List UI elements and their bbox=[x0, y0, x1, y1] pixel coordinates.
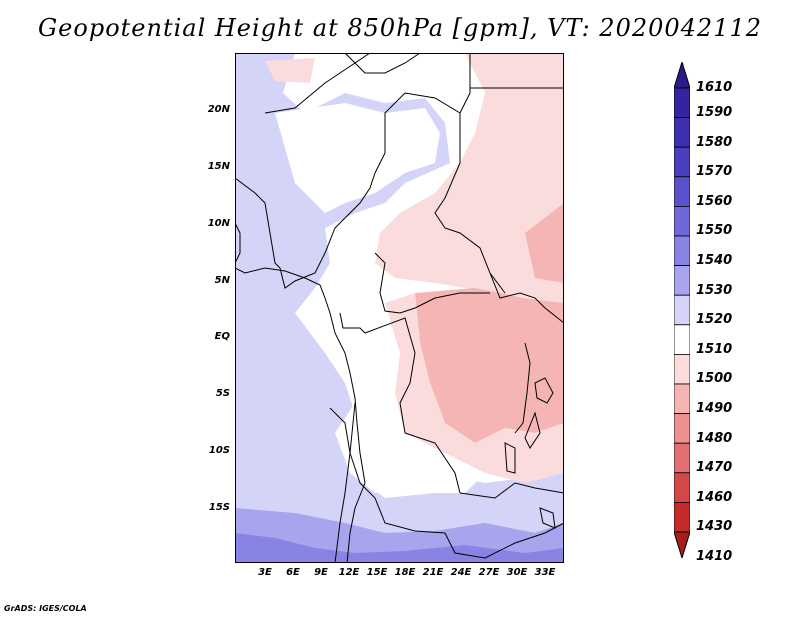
colorbar-label: 1510 bbox=[696, 341, 733, 357]
lat-label-10s: 10S bbox=[208, 445, 230, 456]
lat-label-15s: 15S bbox=[208, 502, 230, 513]
lon-label-33e: 33E bbox=[534, 567, 556, 578]
grads-credit: GrADS: IGES/COLA bbox=[4, 604, 87, 613]
map-frame bbox=[235, 53, 564, 563]
colorbar-box bbox=[674, 501, 690, 533]
colorbar-label: 1490 bbox=[696, 401, 733, 416]
colorbar-box bbox=[674, 442, 690, 474]
lon-label-9e: 9E bbox=[314, 567, 328, 578]
colorbar-label: 1430 bbox=[696, 519, 733, 535]
colorbar-label: 1550 bbox=[696, 223, 733, 239]
country-borders bbox=[235, 53, 564, 563]
colorbar-bottom-triangle bbox=[674, 531, 690, 558]
colorbar bbox=[674, 62, 690, 558]
colorbar-label: 1610 bbox=[696, 80, 733, 95]
lon-label-24e: 24E bbox=[450, 567, 472, 578]
lat-label-5s: 5S bbox=[215, 388, 230, 399]
colorbar-label: 1580 bbox=[696, 134, 733, 150]
region-sudan-chad bbox=[375, 53, 564, 303]
colorbar-box bbox=[674, 353, 690, 385]
colorbar-top-triangle bbox=[674, 62, 690, 89]
colorbar-label: 1520 bbox=[696, 312, 733, 328]
colorbar-label: 1570 bbox=[696, 164, 733, 180]
colorbar-label: 1480 bbox=[696, 430, 733, 446]
region-central-sahara bbox=[275, 103, 440, 213]
region-congo-basin bbox=[415, 288, 564, 443]
colorbar-box bbox=[674, 235, 690, 267]
region-south-atlantic-south bbox=[235, 533, 564, 563]
colorbar-box bbox=[674, 87, 690, 119]
lon-label-21e: 21E bbox=[422, 567, 444, 578]
colorbar-label: 1590 bbox=[696, 105, 733, 120]
lon-label-3e: 3E bbox=[258, 567, 272, 578]
lat-label-20n: 20N bbox=[207, 104, 230, 115]
lon-label-18e: 18E bbox=[394, 567, 416, 578]
lakes bbox=[504, 342, 556, 529]
region-angola bbox=[345, 383, 485, 498]
colorbar-box bbox=[674, 146, 690, 178]
colorbar-label: 1410 bbox=[696, 549, 733, 564]
lat-label-5n: 5N bbox=[214, 275, 230, 286]
colorbar-label: 1530 bbox=[696, 282, 733, 298]
colorbar-label: 1560 bbox=[696, 193, 733, 209]
coastline bbox=[235, 222, 366, 563]
lon-label-27e: 27E bbox=[478, 567, 500, 578]
colorbar-box bbox=[674, 472, 690, 503]
colorbar-label: 1470 bbox=[696, 460, 733, 476]
chart-title: Geopotential Height at 850hPa [gpm], VT:… bbox=[38, 14, 762, 42]
lon-label-12e: 12E bbox=[338, 567, 360, 578]
colorbar-box bbox=[674, 176, 690, 207]
colorbar-label: 1460 bbox=[696, 489, 733, 505]
lat-label-15n: 15N bbox=[207, 161, 230, 172]
colorbar-box bbox=[674, 294, 690, 326]
colorbar-box bbox=[674, 383, 690, 415]
colorbar-box bbox=[674, 413, 690, 444]
map-panel bbox=[235, 53, 564, 563]
lon-label-6e: 6E bbox=[286, 567, 300, 578]
colorbar-label: 1500 bbox=[696, 371, 733, 387]
colorbar-label: 1540 bbox=[696, 253, 733, 268]
colorbar-box bbox=[674, 117, 690, 148]
lat-label-eq: EQ bbox=[214, 331, 230, 342]
colorbar-box bbox=[674, 265, 690, 296]
map-svg bbox=[235, 53, 564, 563]
lon-label-15e: 15E bbox=[366, 567, 388, 578]
colorbar-box bbox=[674, 324, 690, 355]
lon-label-30e: 30E bbox=[506, 567, 528, 578]
lat-label-10n: 10N bbox=[207, 218, 230, 229]
colorbar-box bbox=[674, 205, 690, 237]
